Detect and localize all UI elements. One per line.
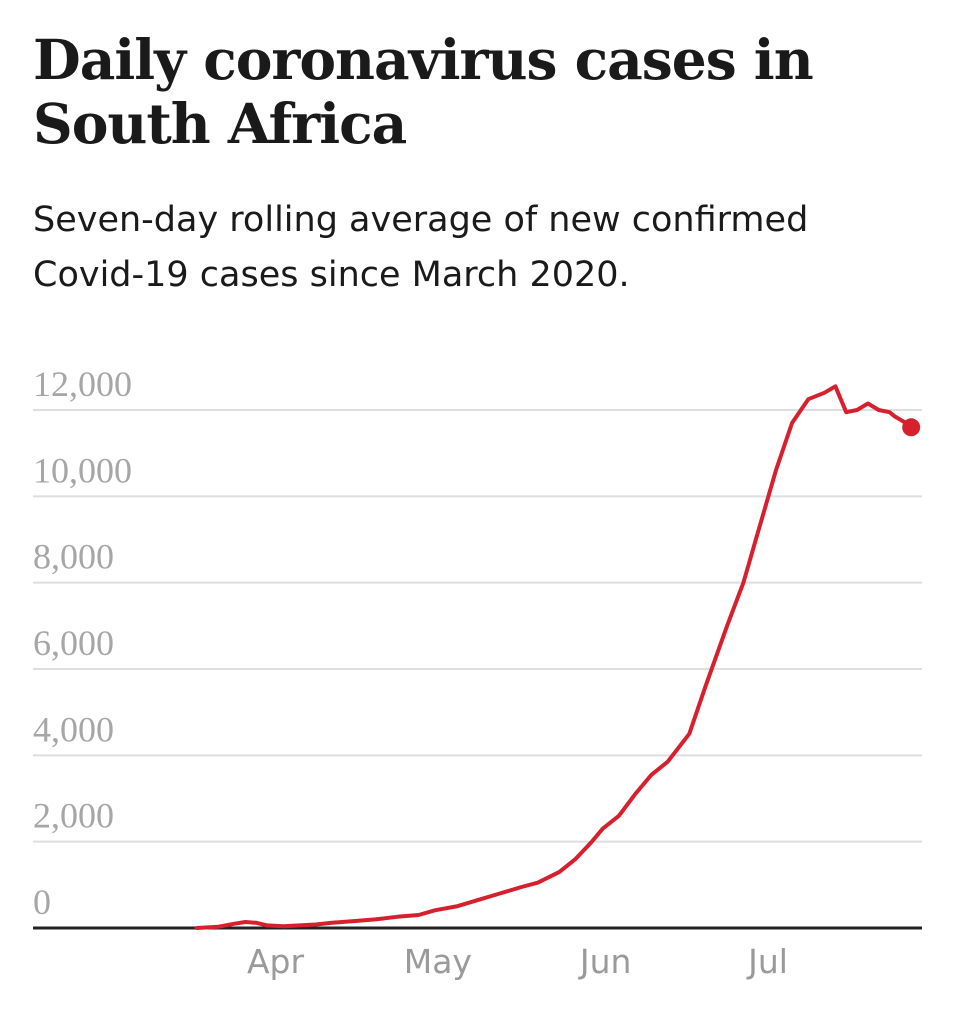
y-tick-label: 4,000 (33, 709, 114, 749)
y-tick-label: 2,000 (33, 796, 114, 836)
series-end-marker (902, 418, 921, 437)
line-chart: 0 2,000 4,000 6,000 8,000 10,000 12,000 Apr May… (33, 364, 922, 981)
x-tick-label: Jul (746, 942, 788, 981)
y-tick-label: 6,000 (33, 623, 114, 663)
x-tick-label: May (404, 942, 472, 981)
y-tick-label: 0 (33, 882, 51, 922)
y-tick-label: 12,000 (33, 364, 132, 404)
x-tick-label: Apr (247, 942, 305, 981)
x-tick-label: Jun (578, 942, 632, 981)
chart-title: Daily coronavirus cases in South Africa (33, 27, 814, 156)
series-line (194, 384, 914, 930)
x-axis-ticks: Apr May Jun Jul (247, 942, 788, 981)
series-layer (194, 384, 921, 930)
y-axis-ticks: 0 2,000 4,000 6,000 8,000 10,000 12,000 (33, 364, 132, 922)
chart-subtitle: Seven-day rolling average of new confirm… (33, 200, 809, 295)
y-tick-label: 10,000 (33, 450, 132, 490)
gridlines (33, 409, 922, 843)
y-tick-label: 8,000 (33, 537, 114, 577)
